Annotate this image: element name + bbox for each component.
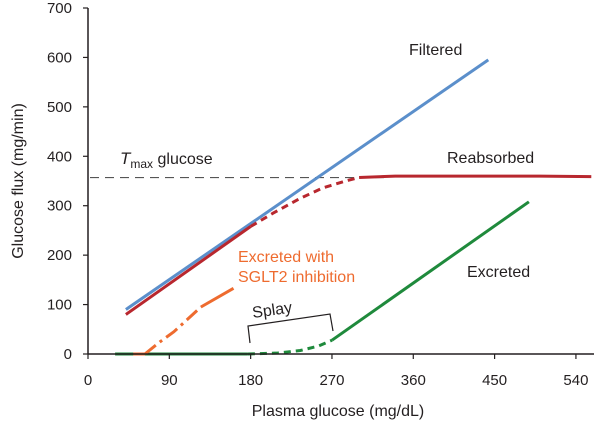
- excreted-with-sglt2-inhibition-line-solid-2: [200, 286, 235, 309]
- chart-ticks: 0 90 180 270 360 450 540 0 100 200 300 400 500 600 700: [47, 0, 588, 389]
- splay-bracket-line: [247, 313, 334, 344]
- x-tick-label: 270: [319, 372, 344, 389]
- y-tick-label: 300: [47, 198, 72, 215]
- filtered-line-solid-0: [125, 58, 490, 311]
- excreted-label: Excreted: [467, 264, 530, 281]
- x-tick-label: 540: [563, 372, 588, 389]
- y-tick-label: 700: [47, 0, 72, 17]
- excreted-line-dashed-1: [247, 338, 333, 356]
- reabsorbed-line-dashed-1: [249, 176, 360, 228]
- tmax-label-t: T: [120, 149, 132, 168]
- y-tick-label: 400: [47, 148, 72, 165]
- reabsorbed-line-solid-2: [359, 174, 592, 179]
- x-tick-label: 180: [238, 372, 263, 389]
- splay-bracket: Splay: [247, 300, 334, 344]
- chart-marks: [90, 58, 592, 356]
- x-axis-title: Plasma glucose (mg/dL): [252, 403, 425, 420]
- sglt2-label-line2: SGLT2 inhibition: [238, 269, 355, 286]
- x-tick-label: 0: [84, 372, 92, 389]
- chart-axes: [87, 8, 594, 355]
- splay-label: Splay: [251, 300, 293, 322]
- reabsorbed-line-solid-0: [125, 225, 252, 316]
- y-tick-label: 200: [47, 247, 72, 264]
- tmax-label-rest: glucose: [153, 151, 213, 168]
- tmax-label: Tmax glucose: [120, 149, 213, 171]
- x-tick-label: 90: [161, 372, 178, 389]
- y-tick-label: 0: [64, 346, 72, 363]
- excreted-line-solid-2: [331, 200, 530, 342]
- y-tick-label: 100: [47, 297, 72, 314]
- tmax-label-sub: max: [130, 157, 153, 171]
- y-tick-label: 500: [47, 99, 72, 116]
- y-tick-label: 600: [47, 49, 72, 66]
- x-tick-label: 360: [401, 372, 426, 389]
- excreted-with-sglt2-inhibition-line-dashdot-1: [143, 305, 202, 356]
- filtered-label: Filtered: [409, 42, 462, 59]
- x-tick-label: 450: [482, 372, 507, 389]
- reabsorbed-label: Reabsorbed: [447, 150, 534, 167]
- sglt2-label-line1: Excreted with: [238, 249, 334, 266]
- y-axis-title: Glucose flux (mg/min): [10, 103, 27, 259]
